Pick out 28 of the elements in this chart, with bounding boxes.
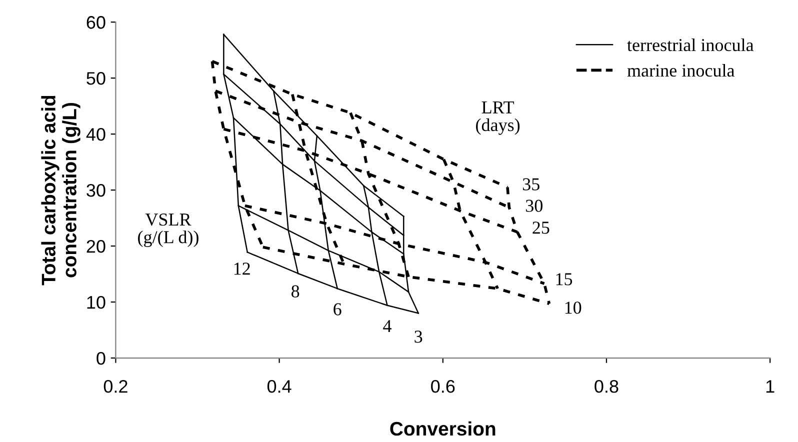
annotation: 8: [292, 285, 300, 298]
y-tick-label: 50: [86, 72, 106, 85]
legend-label: terrestrial inocula: [627, 38, 754, 52]
x-tick-label: 0.2: [104, 380, 128, 393]
annotation: 6: [334, 303, 342, 316]
annotation: 3: [414, 330, 422, 343]
y-tick-label: 30: [86, 184, 106, 197]
y-tick-label: 40: [86, 128, 106, 141]
y-tick-label: 60: [86, 16, 106, 29]
annotation: 30: [526, 200, 542, 212]
x-tick-label: 1: [766, 380, 774, 393]
y-axis-title: Total carboxylic acid concentration (g/L): [41, 96, 80, 286]
y-tick-label: 0: [96, 352, 106, 365]
x-axis-title: Conversion: [390, 421, 496, 436]
y-tick-label: 10: [87, 296, 106, 309]
annotation: 4: [383, 320, 392, 332]
annotation: VSLR (g/(L d)): [138, 214, 198, 248]
y-tick-label: 20: [86, 240, 106, 253]
annotation: 12: [234, 262, 250, 275]
x-tick-label: 0.6: [431, 380, 455, 393]
annotation: 25: [532, 222, 550, 234]
annotation: 15: [556, 273, 572, 286]
annotation: 10: [565, 302, 582, 314]
x-tick-label: 0.8: [594, 380, 618, 393]
x-tick-label: 0.4: [267, 380, 292, 393]
annotation: 35: [522, 178, 540, 190]
legend-label: marine inocula: [627, 64, 735, 77]
annotation: LRT (days): [476, 101, 520, 135]
